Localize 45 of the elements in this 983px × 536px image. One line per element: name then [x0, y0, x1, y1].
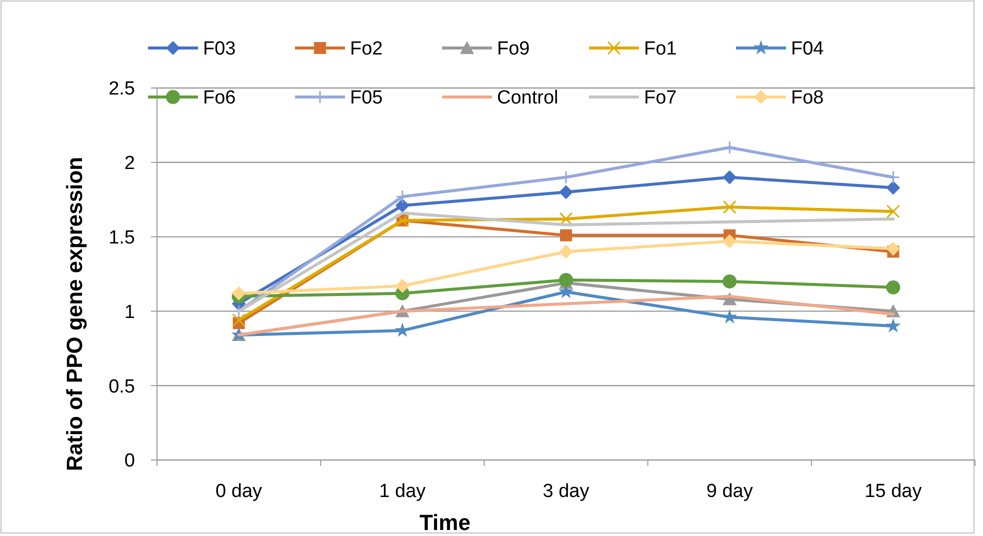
legend-label: Fo7	[644, 88, 677, 109]
y-tick-label: 0.5	[108, 376, 135, 398]
point	[560, 229, 572, 242]
point	[232, 313, 246, 327]
point	[722, 200, 736, 214]
x-tick-label: 3 day	[542, 481, 590, 502]
x-tick-label: 0 day	[216, 481, 263, 502]
point	[232, 286, 246, 300]
point	[722, 170, 737, 184]
point	[722, 274, 737, 288]
y-axis-title: Ratio of PPO gene expression	[62, 156, 87, 472]
legend-label: Fo2	[350, 38, 383, 60]
y-tick-label: 2.5	[108, 78, 135, 100]
point	[886, 242, 900, 256]
point	[395, 198, 410, 213]
x-axis-title: Time	[420, 510, 470, 535]
point	[722, 309, 738, 324]
legend-label: Fo1	[644, 38, 677, 60]
point	[559, 244, 573, 259]
point	[886, 280, 900, 294]
y-tick-label: 0	[124, 450, 135, 472]
legend-label: Fo6	[203, 88, 236, 109]
legend-label: Fo9	[497, 38, 530, 60]
point	[559, 272, 573, 287]
legend-label: F03	[203, 38, 236, 60]
x-tick-label: 15 day	[864, 481, 922, 502]
point	[886, 170, 900, 184]
y-tick-label: 1	[124, 302, 135, 323]
legend-label: F05	[350, 88, 383, 109]
point	[395, 278, 410, 293]
legend-label: F04	[791, 38, 824, 60]
point	[886, 318, 901, 332]
point	[886, 180, 900, 195]
legend-label: Fo8	[791, 88, 824, 109]
point	[396, 190, 410, 204]
point	[722, 234, 737, 248]
point	[232, 304, 246, 318]
legend-label: Control	[497, 88, 558, 109]
y-tick-label: 2	[124, 153, 135, 174]
point	[722, 140, 736, 154]
x-tick-label: 9 day	[706, 481, 754, 502]
y-tick-label: 1.5	[108, 227, 135, 248]
point	[886, 204, 900, 218]
point	[559, 185, 573, 200]
x-tick-label: 1 day	[379, 481, 426, 502]
